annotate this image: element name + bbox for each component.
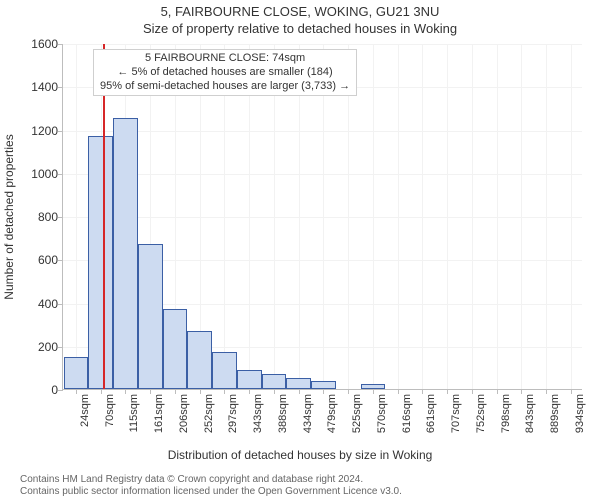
x-tick-mark bbox=[447, 389, 448, 394]
x-tick-mark bbox=[398, 389, 399, 394]
x-tick-label: 889sqm bbox=[549, 394, 561, 442]
callout-line-1: 5 FAIRBOURNE CLOSE: 74sqm bbox=[100, 52, 350, 66]
x-tick-mark bbox=[125, 389, 126, 394]
x-tick-label: 434sqm bbox=[302, 394, 314, 442]
histogram-bar bbox=[212, 352, 237, 389]
x-tick-label: 752sqm bbox=[475, 394, 487, 442]
histogram-bar bbox=[163, 309, 188, 389]
x-tick-label: 252sqm bbox=[203, 394, 215, 442]
gridline-v bbox=[398, 44, 399, 389]
x-tick-mark bbox=[249, 389, 250, 394]
x-tick-mark bbox=[150, 389, 151, 394]
y-tick-mark bbox=[58, 44, 63, 45]
x-tick-label: 525sqm bbox=[351, 394, 363, 442]
x-tick-label: 479sqm bbox=[326, 394, 338, 442]
gridline-v bbox=[373, 44, 374, 389]
x-tick-mark bbox=[546, 389, 547, 394]
page-root: 5, FAIRBOURNE CLOSE, WOKING, GU21 3NU Si… bbox=[0, 0, 600, 500]
x-tick-mark bbox=[200, 389, 201, 394]
histogram-bar bbox=[237, 370, 262, 389]
x-tick-label: 570sqm bbox=[376, 394, 388, 442]
y-tick-mark bbox=[58, 217, 63, 218]
gridline-v bbox=[447, 44, 448, 389]
x-tick-label: 206sqm bbox=[178, 394, 190, 442]
y-tick-label: 400 bbox=[8, 297, 58, 311]
x-tick-mark bbox=[76, 389, 77, 394]
x-tick-label: 161sqm bbox=[153, 394, 165, 442]
callout-line-2: ← 5% of detached houses are smaller (184… bbox=[100, 66, 350, 80]
histogram-bar bbox=[138, 244, 163, 389]
y-tick-mark bbox=[58, 260, 63, 261]
x-tick-label: 616sqm bbox=[401, 394, 413, 442]
gridline-v bbox=[472, 44, 473, 389]
x-tick-mark bbox=[472, 389, 473, 394]
x-tick-mark bbox=[348, 389, 349, 394]
y-tick-mark bbox=[58, 390, 63, 391]
y-tick-mark bbox=[58, 131, 63, 132]
gridline-v bbox=[546, 44, 547, 389]
y-tick-label: 1400 bbox=[8, 80, 58, 94]
x-tick-mark bbox=[521, 389, 522, 394]
footer-line-2: Contains public sector information licen… bbox=[20, 486, 600, 498]
histogram-bar bbox=[286, 378, 311, 389]
gridline-v bbox=[571, 44, 572, 389]
x-tick-label: 388sqm bbox=[277, 394, 289, 442]
y-tick-mark bbox=[58, 87, 63, 88]
x-tick-mark bbox=[497, 389, 498, 394]
histogram-bar bbox=[187, 331, 212, 389]
y-tick-label: 1600 bbox=[8, 37, 58, 51]
x-tick-label: 798sqm bbox=[500, 394, 512, 442]
histogram-chart: 5 FAIRBOURNE CLOSE: 74sqm ← 5% of detach… bbox=[62, 44, 582, 390]
y-tick-mark bbox=[58, 174, 63, 175]
x-tick-mark bbox=[323, 389, 324, 394]
x-tick-mark bbox=[373, 389, 374, 394]
callout-line-3: 95% of semi-detached houses are larger (… bbox=[100, 80, 350, 94]
y-tick-mark bbox=[58, 304, 63, 305]
x-tick-mark bbox=[101, 389, 102, 394]
x-axis-title: Distribution of detached houses by size … bbox=[0, 448, 600, 462]
footer-attribution: Contains HM Land Registry data © Crown c… bbox=[0, 474, 600, 498]
x-tick-mark bbox=[175, 389, 176, 394]
callout-box: 5 FAIRBOURNE CLOSE: 74sqm ← 5% of detach… bbox=[93, 49, 357, 96]
page-title: 5, FAIRBOURNE CLOSE, WOKING, GU21 3NU bbox=[0, 0, 600, 19]
y-tick-label: 1000 bbox=[8, 167, 58, 181]
x-tick-mark bbox=[274, 389, 275, 394]
x-tick-label: 70sqm bbox=[104, 394, 116, 442]
y-tick-label: 1200 bbox=[8, 124, 58, 138]
x-tick-mark bbox=[224, 389, 225, 394]
x-tick-label: 707sqm bbox=[450, 394, 462, 442]
page-subtitle: Size of property relative to detached ho… bbox=[0, 19, 600, 40]
y-tick-mark bbox=[58, 347, 63, 348]
histogram-bar bbox=[64, 357, 89, 389]
gridline-v bbox=[497, 44, 498, 389]
x-tick-label: 934sqm bbox=[574, 394, 586, 442]
y-tick-label: 0 bbox=[8, 383, 58, 397]
histogram-bar bbox=[113, 118, 138, 389]
footer-line-1: Contains HM Land Registry data © Crown c… bbox=[20, 474, 600, 486]
x-tick-label: 115sqm bbox=[128, 394, 140, 442]
y-tick-label: 800 bbox=[8, 210, 58, 224]
x-tick-mark bbox=[571, 389, 572, 394]
x-tick-label: 343sqm bbox=[252, 394, 264, 442]
x-tick-label: 24sqm bbox=[79, 394, 91, 442]
gridline-v bbox=[422, 44, 423, 389]
y-tick-label: 600 bbox=[8, 253, 58, 267]
histogram-bar bbox=[311, 381, 336, 389]
x-tick-label: 661sqm bbox=[425, 394, 437, 442]
x-tick-label: 297sqm bbox=[227, 394, 239, 442]
gridline-v bbox=[76, 44, 77, 389]
x-tick-mark bbox=[299, 389, 300, 394]
histogram-bar bbox=[262, 374, 287, 389]
x-tick-mark bbox=[422, 389, 423, 394]
x-tick-label: 843sqm bbox=[524, 394, 536, 442]
histogram-bar bbox=[88, 136, 113, 389]
histogram-bar bbox=[361, 384, 386, 389]
y-tick-label: 200 bbox=[8, 340, 58, 354]
gridline-v bbox=[521, 44, 522, 389]
